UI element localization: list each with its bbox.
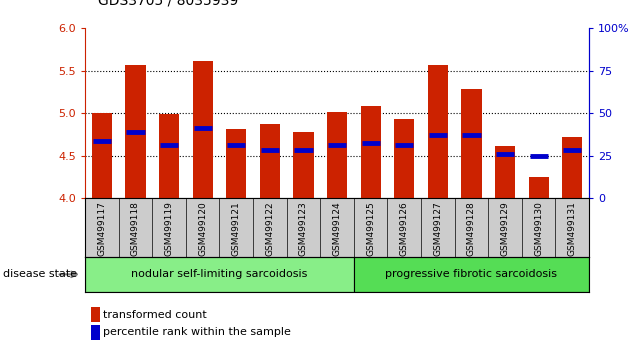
Bar (354, 257, 589, 292)
Text: GSM499130: GSM499130 (534, 201, 543, 256)
Text: percentile rank within the sample: percentile rank within the sample (103, 327, 290, 337)
Text: disease state: disease state (3, 269, 77, 279)
Text: GSM499123: GSM499123 (299, 201, 308, 256)
Bar (529, 177, 549, 198)
Bar (159, 114, 179, 198)
Bar (562, 137, 582, 198)
Text: nodular self-limiting sarcoidosis: nodular self-limiting sarcoidosis (131, 269, 307, 279)
Text: GSM499127: GSM499127 (433, 201, 442, 256)
Text: transformed count: transformed count (103, 310, 207, 320)
Text: GSM499120: GSM499120 (198, 201, 207, 256)
Text: GSM499119: GSM499119 (164, 201, 173, 256)
Bar (461, 90, 481, 198)
Text: GSM499129: GSM499129 (501, 201, 510, 256)
Text: GSM499118: GSM499118 (131, 201, 140, 256)
Bar (360, 107, 381, 198)
Text: GSM499125: GSM499125 (366, 201, 375, 256)
Bar (428, 65, 448, 198)
Text: GSM499117: GSM499117 (98, 201, 106, 256)
Bar (125, 65, 146, 198)
Bar (193, 62, 213, 198)
Bar (260, 124, 280, 198)
Bar (92, 113, 112, 198)
Bar (85, 257, 354, 292)
Text: GSM499124: GSM499124 (333, 201, 341, 256)
Bar (394, 119, 415, 198)
Text: GSM499121: GSM499121 (232, 201, 241, 256)
Text: GDS3705 / 8035939: GDS3705 / 8035939 (98, 0, 238, 7)
Bar (294, 132, 314, 198)
Text: GSM499131: GSM499131 (568, 201, 576, 256)
Text: progressive fibrotic sarcoidosis: progressive fibrotic sarcoidosis (386, 269, 558, 279)
Bar (495, 147, 515, 198)
Text: GSM499128: GSM499128 (467, 201, 476, 256)
Text: GSM499122: GSM499122 (265, 201, 274, 256)
Bar (226, 129, 246, 198)
Bar (327, 112, 347, 198)
Text: GSM499126: GSM499126 (400, 201, 409, 256)
